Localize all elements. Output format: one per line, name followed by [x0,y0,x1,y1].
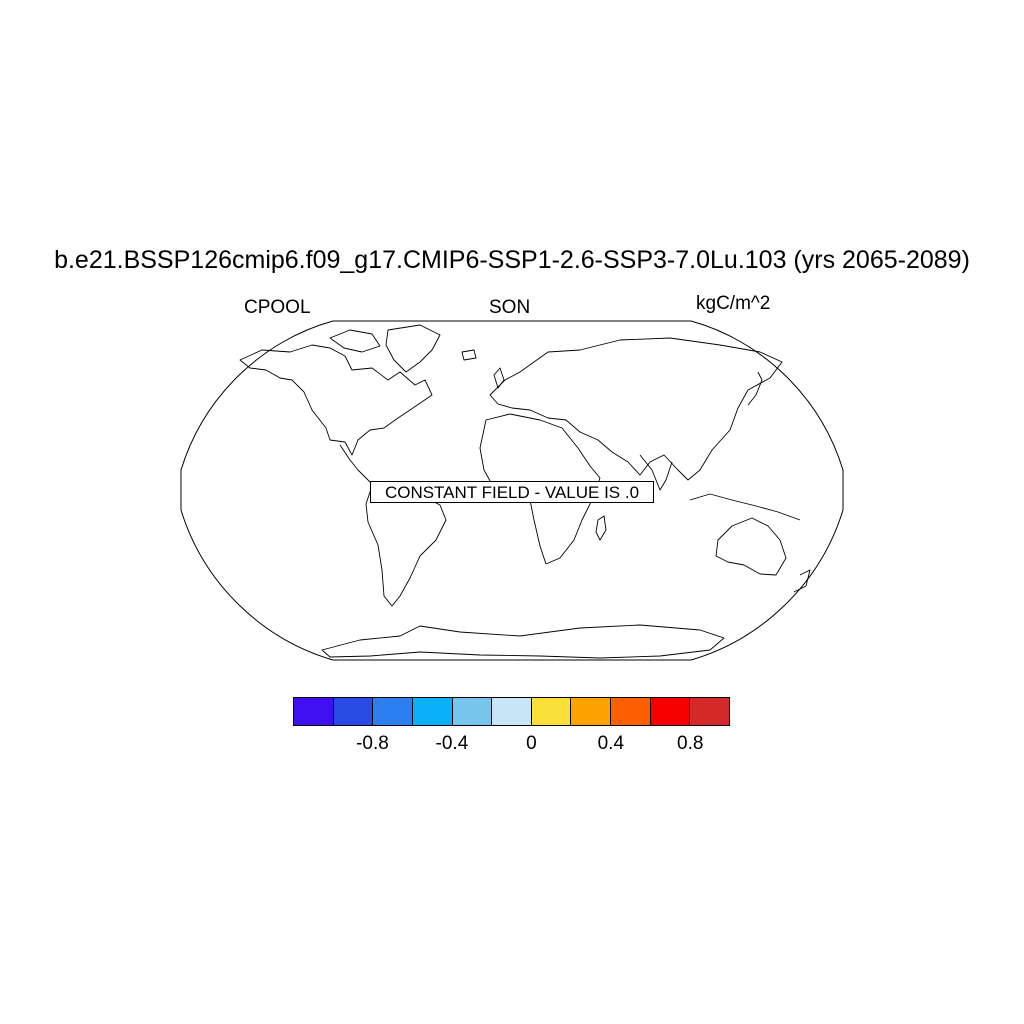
plot-title: b.e21.BSSP126cmip6.f09_g17.CMIP6-SSP1-2.… [54,246,970,274]
colorbar-cell [492,698,532,725]
coast-antarctica [321,624,725,659]
coast-madagascar [595,515,607,541]
coast-arctic-islands [329,329,381,353]
colorbar-cell [650,698,691,725]
variable-label: CPOOL [244,297,311,318]
colorbar-cell [294,698,334,725]
coastlines [239,324,811,659]
colorbar-tick-label: 0.8 [677,733,704,754]
colorbar-cell [452,698,493,725]
coast-india [639,454,673,491]
map-border [180,320,844,661]
constant-field-label: CONSTANT FIELD - VALUE IS .0 [370,481,654,503]
coast-japan [747,371,763,406]
colorbar-tick-label: 0.4 [597,733,625,754]
colorbar-tick-label: -0.8 [356,733,389,754]
coast-eurasia [489,337,783,481]
colorbar-tick-label: -0.4 [435,733,469,754]
colorbar-cell [373,698,413,725]
coast-se-asia [689,493,801,521]
colorbar-cell [571,698,612,725]
coast-new-zealand [793,569,811,593]
colorbar-tick-label: 0 [526,733,537,754]
coast-greenland [385,324,441,373]
colorbar-cell [690,698,730,725]
colorbar-cell [333,698,374,725]
season-label: SON [489,297,531,318]
units-label: kgC/m^2 [696,293,771,314]
colorbar-cell [611,698,651,725]
coast-north-america [239,344,433,456]
coast-central-america [339,444,373,485]
colorbar-cell [412,698,453,725]
coast-australia [715,517,787,576]
coast-uk [493,367,505,389]
colorbar-cell [531,698,572,725]
coast-iceland [461,349,477,361]
colorbar [293,697,730,726]
